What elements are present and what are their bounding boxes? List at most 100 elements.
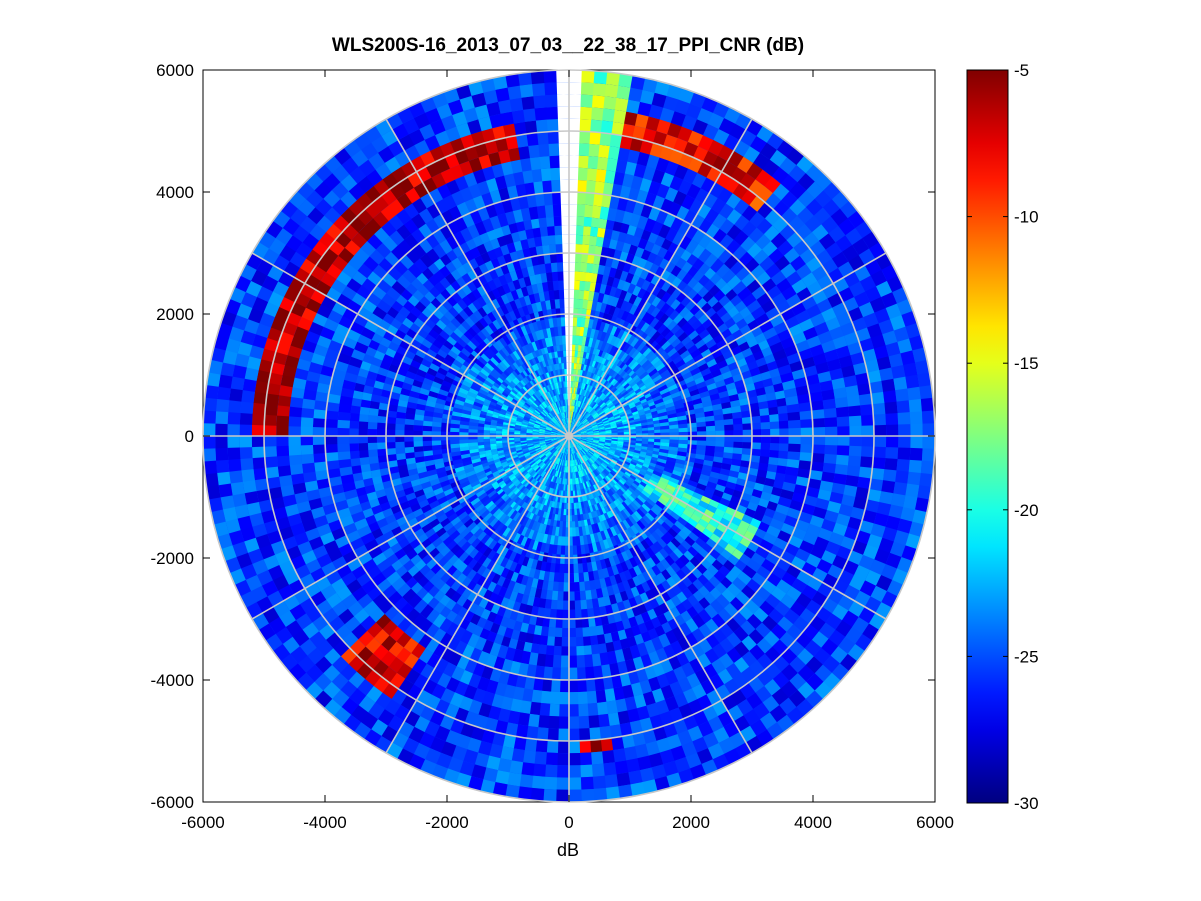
ppi-cell bbox=[583, 216, 593, 227]
ppi-cell bbox=[589, 328, 596, 339]
ppi-cell bbox=[604, 389, 610, 396]
ppi-cell bbox=[573, 419, 578, 426]
ppi-cell bbox=[636, 319, 647, 330]
ppi-cell bbox=[898, 424, 911, 437]
ppi-cell bbox=[627, 283, 637, 295]
ppi-cell bbox=[769, 368, 781, 379]
ppi-cell bbox=[570, 424, 574, 431]
ppi-cell bbox=[651, 391, 662, 400]
ppi-cell bbox=[805, 374, 820, 386]
ppi-cell bbox=[715, 263, 731, 279]
ppi-cell bbox=[573, 387, 576, 394]
ppi-cell bbox=[771, 292, 787, 308]
ppi-cell bbox=[652, 374, 663, 383]
ppi-cell bbox=[639, 268, 650, 280]
ppi-cell bbox=[709, 272, 722, 285]
ppi-cell bbox=[636, 390, 644, 397]
ppi-cell bbox=[861, 436, 874, 448]
ppi-cell bbox=[625, 312, 634, 324]
ppi-cell bbox=[687, 362, 699, 372]
ppi-cell bbox=[603, 359, 610, 367]
ppi-cell bbox=[573, 426, 578, 432]
ppi-cell bbox=[645, 395, 653, 402]
ppi-cell bbox=[674, 341, 685, 352]
ppi-cell bbox=[643, 406, 651, 412]
ppi-cell bbox=[615, 240, 625, 252]
ppi-cell bbox=[602, 418, 609, 423]
ppi-cell bbox=[681, 273, 694, 285]
ppi-cell bbox=[616, 339, 625, 349]
ppi-cell bbox=[577, 422, 583, 428]
ppi-cell bbox=[571, 356, 575, 363]
ppi-cell bbox=[618, 396, 625, 403]
ppi-cell bbox=[607, 392, 613, 398]
ppi-cell bbox=[591, 367, 597, 374]
ppi-cell bbox=[651, 330, 662, 342]
ppi-cell bbox=[815, 362, 830, 375]
ppi-cell bbox=[584, 336, 591, 347]
ppi-cell bbox=[632, 125, 647, 141]
ppi-cell bbox=[756, 292, 772, 307]
ppi-cell bbox=[613, 381, 620, 388]
ppi-cell bbox=[675, 257, 688, 270]
ppi-cell bbox=[662, 394, 673, 402]
ppi-cell bbox=[881, 292, 898, 309]
ppi-cell bbox=[912, 347, 928, 364]
ppi-cell bbox=[848, 445, 862, 458]
ppi-cell bbox=[568, 789, 582, 802]
ppi-cell bbox=[579, 394, 583, 402]
ppi-cell bbox=[637, 393, 645, 399]
ppi-cell bbox=[678, 235, 693, 251]
ppi-cell bbox=[656, 404, 666, 412]
ppi-cell bbox=[572, 426, 577, 432]
ppi-cell bbox=[617, 407, 624, 413]
ppi-cell bbox=[651, 296, 662, 308]
ppi-cell bbox=[582, 419, 588, 424]
ppi-cell bbox=[664, 306, 676, 318]
ppi-cell bbox=[657, 323, 668, 335]
ppi-cell bbox=[769, 443, 780, 452]
ppi-cell bbox=[687, 265, 699, 278]
ppi-cell bbox=[573, 412, 576, 419]
ppi-cell bbox=[604, 381, 611, 389]
ppi-cell bbox=[776, 278, 792, 294]
ppi-cell bbox=[681, 115, 698, 131]
ppi-cell bbox=[641, 401, 649, 407]
ppi-cell bbox=[635, 277, 646, 289]
ppi-cell bbox=[631, 408, 638, 414]
ppi-cell bbox=[653, 255, 664, 267]
ppi-cell bbox=[647, 398, 654, 405]
ppi-cell bbox=[734, 300, 747, 313]
ppi-cell bbox=[573, 428, 579, 433]
ppi-cell bbox=[574, 344, 579, 352]
ppi-cell bbox=[627, 399, 634, 405]
ppi-cell bbox=[582, 376, 586, 384]
ppi-cell bbox=[568, 692, 579, 705]
ppi-cell bbox=[635, 430, 643, 434]
ppi-cell bbox=[576, 363, 580, 370]
ppi-cell bbox=[600, 393, 606, 400]
ppi-cell bbox=[603, 407, 610, 413]
ppi-cell bbox=[622, 421, 629, 425]
ppi-cell bbox=[755, 313, 771, 327]
ppi-cell bbox=[619, 370, 627, 378]
ppi-cell bbox=[596, 419, 603, 424]
ppi-cell bbox=[636, 342, 646, 353]
ppi-cell bbox=[611, 347, 620, 357]
ppi-cell bbox=[555, 789, 569, 802]
ppi-cell bbox=[664, 402, 675, 409]
ppi-cell bbox=[682, 396, 693, 404]
ppi-cell bbox=[574, 406, 577, 413]
ppi-cell bbox=[760, 442, 771, 451]
ppi-cell bbox=[613, 249, 623, 261]
ppi-cell bbox=[612, 307, 621, 318]
ppi-cell bbox=[643, 260, 654, 272]
ppi-cell bbox=[628, 325, 638, 336]
ppi-cell bbox=[578, 572, 585, 583]
ppi-cell bbox=[587, 385, 592, 392]
ppi-cell bbox=[624, 233, 635, 245]
ppi-cell bbox=[600, 403, 607, 409]
ppi-cell bbox=[682, 354, 694, 364]
ppi-cell bbox=[725, 289, 738, 302]
ppi-cell bbox=[579, 388, 583, 395]
